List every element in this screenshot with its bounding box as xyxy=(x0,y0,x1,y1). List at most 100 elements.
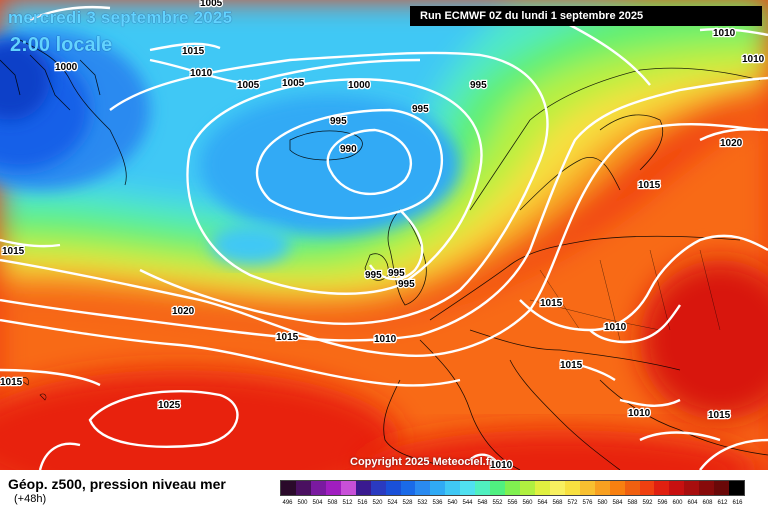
color-scale-label: 528 xyxy=(402,500,413,506)
color-scale-swatch xyxy=(400,481,416,495)
isobar-label: 1010 xyxy=(742,54,765,65)
color-scale-label: 520 xyxy=(372,500,383,506)
color-scale-swatch xyxy=(460,481,476,495)
color-scale-label: 532 xyxy=(417,500,428,506)
isobar-label: 995 xyxy=(412,104,429,115)
color-scale-label: 612 xyxy=(717,500,728,506)
color-scale-label: 568 xyxy=(552,500,563,506)
isobar-995 xyxy=(255,108,444,220)
color-scale-swatch xyxy=(281,481,296,495)
isobar-label: 1000 xyxy=(348,80,371,91)
color-scale-label: 556 xyxy=(507,500,518,506)
color-scale-label: 536 xyxy=(432,500,443,506)
color-scale-swatch xyxy=(490,481,506,495)
color-scale-label: 524 xyxy=(387,500,398,506)
isobar-1005 xyxy=(109,51,549,325)
color-scale-label: 504 xyxy=(312,500,323,506)
color-scale-swatch xyxy=(534,481,550,495)
isobar-label: 990 xyxy=(340,144,357,155)
forecast-time-title: 2:00 locale xyxy=(10,34,113,56)
color-scale-swatch xyxy=(594,481,610,495)
isobar-label: 1010 xyxy=(490,460,513,470)
isobar-label: 1015 xyxy=(182,46,205,57)
isobar-lines xyxy=(0,5,768,470)
forecast-map: 1005 1015 1010 1000 1005 1005 1000 995 9… xyxy=(0,0,768,470)
isobar-label: 1020 xyxy=(720,138,743,149)
isobar-1015-se xyxy=(0,238,721,442)
isobar-label: 1010 xyxy=(374,334,397,345)
color-scale-swatch xyxy=(639,481,655,495)
isobar-label: 1005 xyxy=(282,78,305,89)
color-scale-swatch xyxy=(385,481,401,495)
color-scale-label: 616 xyxy=(732,500,743,506)
color-scale-label: 584 xyxy=(612,500,623,506)
isobar-label: 1015 xyxy=(540,298,563,309)
color-scale-swatch xyxy=(310,481,326,495)
color-scale-label: 588 xyxy=(627,500,638,506)
isobar-1020 xyxy=(0,128,768,387)
product-title: Géop. z500, pression niveau mer xyxy=(8,476,226,492)
isobar-label: 1020 xyxy=(172,306,195,317)
isobar-label: 995 xyxy=(470,80,487,91)
color-scale-label: 596 xyxy=(657,500,668,506)
isobar-990 xyxy=(326,128,413,196)
isobar-1015 xyxy=(0,123,761,357)
color-scale-bar xyxy=(280,480,745,496)
coastlines xyxy=(0,39,768,470)
isobar-label: 1000 xyxy=(55,62,78,73)
color-scale-swatch xyxy=(609,481,625,495)
isobar-995-south xyxy=(369,209,424,281)
color-scale-label: 552 xyxy=(492,500,503,506)
isobar-label: 1005 xyxy=(237,80,260,91)
isobar-1015-nw xyxy=(29,5,221,52)
color-scale-swatch xyxy=(340,481,356,495)
isobar-label: 1010 xyxy=(713,28,736,39)
color-scale-swatch xyxy=(624,481,640,495)
color-scale-swatch xyxy=(699,481,715,495)
forecast-date-title: mercredi 3 septembre 2025 xyxy=(8,8,233,27)
isobar-1010-ne xyxy=(559,18,768,86)
color-scale-label: 512 xyxy=(342,500,353,506)
color-scale-labels: 496 500 504 508 512 516 520 524 528 532 536 540 544 5… xyxy=(280,500,768,510)
isobar-label: 1010 xyxy=(604,322,627,333)
color-scale-label: 508 xyxy=(327,500,338,506)
color-scale-swatch xyxy=(564,481,580,495)
isobar-label: 995 xyxy=(388,268,405,279)
color-scale-swatch xyxy=(669,481,685,495)
color-scale-swatch xyxy=(520,481,535,495)
color-scale-swatch xyxy=(505,481,520,495)
color-scale-swatch xyxy=(684,481,700,495)
isobar-label: 995 xyxy=(365,270,382,281)
color-scale-label: 496 xyxy=(282,500,293,506)
isobar-label: 1015 xyxy=(276,332,299,343)
color-scale-swatch xyxy=(325,481,341,495)
color-scale-swatch xyxy=(714,481,730,495)
copyright-notice: Copyright 2025 Meteociel.fr xyxy=(350,456,494,468)
color-scale-swatch xyxy=(295,481,311,495)
color-scale-swatch xyxy=(355,481,371,495)
color-scale-swatch xyxy=(579,481,595,495)
isobar-1010-east xyxy=(469,304,768,470)
color-scale-label: 564 xyxy=(537,500,548,506)
color-scale-label: 540 xyxy=(447,500,458,506)
color-scale-swatch xyxy=(370,481,386,495)
isobar-1000 xyxy=(186,78,483,295)
isobar-1015-south xyxy=(0,234,768,470)
color-scale-swatch xyxy=(549,481,565,495)
color-scale-label: 560 xyxy=(522,500,533,506)
isobar-label: 1015 xyxy=(2,246,25,257)
color-scale-swatch xyxy=(445,481,461,495)
isobar-label: 1025 xyxy=(158,400,181,411)
isobar-label: 1015 xyxy=(0,377,23,388)
isobar-labels: 1005 1015 1010 1000 1005 1005 1000 995 9… xyxy=(0,0,766,470)
isobar-1010 xyxy=(0,58,768,342)
isobar-label: 1015 xyxy=(560,360,583,371)
model-run-banner: Run ECMWF 0Z du lundi 1 septembre 2025 xyxy=(410,6,762,26)
color-scale-swatch xyxy=(415,481,431,495)
isobar-label: 1010 xyxy=(190,68,213,79)
color-scale-label: 516 xyxy=(357,500,368,506)
color-scale-swatch xyxy=(654,481,670,495)
lead-time: (+48h) xyxy=(14,493,47,505)
color-scale-label: 608 xyxy=(702,500,713,506)
